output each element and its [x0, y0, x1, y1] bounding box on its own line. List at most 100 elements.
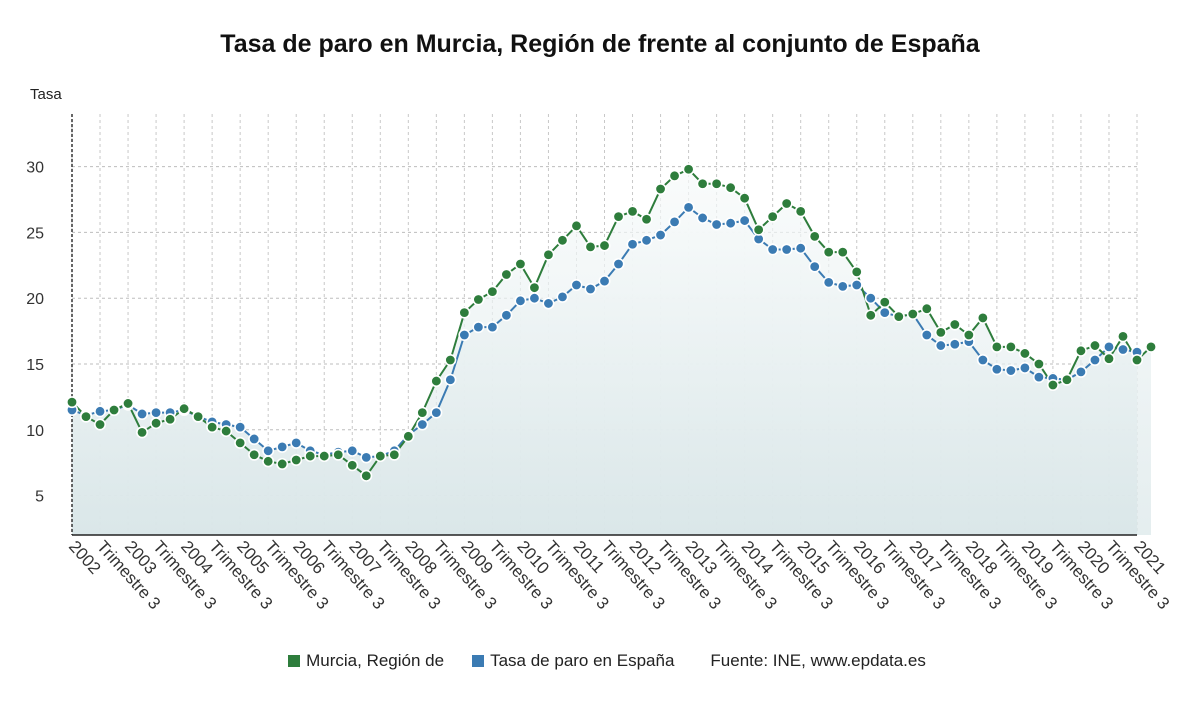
data-point-1 — [472, 321, 485, 334]
data-point-0 — [948, 318, 961, 331]
data-point-0 — [864, 309, 877, 322]
data-point-0 — [724, 181, 737, 194]
data-point-1 — [640, 234, 653, 247]
data-point-1 — [1032, 371, 1045, 384]
data-point-1 — [850, 279, 863, 292]
data-point-0 — [794, 205, 807, 218]
series-areas — [72, 169, 1151, 536]
data-point-1 — [542, 297, 555, 310]
axes — [71, 114, 1137, 536]
data-point-0 — [570, 219, 583, 232]
y-tick-label: 15 — [26, 357, 44, 374]
data-point-0 — [1032, 357, 1045, 370]
data-point-0 — [1046, 379, 1059, 392]
data-point-0 — [276, 457, 289, 470]
data-point-0 — [780, 197, 793, 210]
data-point-0 — [990, 340, 1003, 353]
data-point-0 — [598, 239, 611, 252]
data-point-1 — [262, 444, 275, 457]
data-point-0 — [1131, 354, 1144, 367]
data-point-0 — [668, 169, 681, 182]
data-point-0 — [486, 285, 499, 298]
data-point-0 — [626, 205, 639, 218]
data-point-1 — [836, 280, 849, 293]
data-point-1 — [458, 329, 471, 342]
data-point-0 — [542, 248, 555, 261]
source-note: Fuente: INE, www.epdata.es — [710, 651, 926, 670]
data-point-1 — [136, 407, 149, 420]
data-point-1 — [598, 275, 611, 288]
data-point-0 — [150, 417, 163, 430]
data-point-1 — [1116, 343, 1129, 356]
data-point-1 — [514, 294, 527, 307]
data-point-1 — [234, 421, 247, 434]
y-tick-label: 30 — [26, 160, 44, 177]
data-point-0 — [892, 310, 905, 323]
data-point-1 — [822, 276, 835, 289]
data-point-1 — [486, 321, 499, 334]
legend-item-espana[interactable]: Tasa de paro en España — [472, 651, 674, 671]
data-point-1 — [1004, 364, 1017, 377]
data-points — [66, 163, 1158, 482]
data-point-0 — [654, 182, 667, 195]
legend-swatch-espana — [472, 655, 485, 667]
data-point-1 — [584, 282, 597, 295]
data-point-0 — [94, 418, 107, 431]
y-tick-label: 10 — [26, 423, 44, 440]
data-point-1 — [738, 214, 751, 227]
data-point-0 — [360, 469, 373, 482]
data-point-1 — [528, 292, 541, 305]
data-point-0 — [500, 268, 513, 281]
data-point-0 — [640, 213, 653, 226]
data-point-0 — [122, 397, 135, 410]
data-point-0 — [444, 354, 457, 367]
data-point-0 — [66, 396, 79, 409]
legend-item-murcia[interactable]: Murcia, Región de — [288, 651, 444, 671]
data-point-1 — [780, 243, 793, 256]
legend-label-espana: Tasa de paro en España — [490, 651, 675, 670]
data-point-1 — [94, 405, 107, 418]
data-point-1 — [948, 338, 961, 351]
data-point-1 — [570, 279, 583, 292]
data-point-0 — [696, 177, 709, 190]
data-point-0 — [1088, 339, 1101, 352]
legend-label-murcia: Murcia, Región de — [306, 651, 445, 670]
data-point-0 — [402, 430, 415, 443]
data-point-0 — [752, 223, 765, 236]
data-point-1 — [934, 339, 947, 352]
data-point-1 — [654, 229, 667, 242]
data-point-0 — [318, 450, 331, 463]
data-point-0 — [612, 210, 625, 223]
data-point-0 — [1116, 330, 1129, 343]
data-point-0 — [332, 448, 345, 461]
data-point-1 — [710, 218, 723, 231]
data-point-0 — [878, 296, 891, 309]
data-point-0 — [1060, 373, 1073, 386]
data-point-0 — [556, 234, 569, 247]
data-point-1 — [990, 363, 1003, 376]
data-point-0 — [1102, 352, 1115, 365]
legend: Murcia, Región de Tasa de paro en España… — [0, 651, 1200, 671]
data-point-0 — [808, 230, 821, 243]
data-point-0 — [290, 454, 303, 467]
data-point-1 — [612, 257, 625, 270]
data-point-0 — [934, 326, 947, 339]
x-tick-label: 2002 — [65, 537, 104, 578]
data-point-1 — [346, 444, 359, 457]
data-point-0 — [234, 436, 247, 449]
data-point-0 — [514, 257, 527, 270]
y-tick-label: 5 — [35, 489, 44, 506]
data-point-1 — [724, 217, 737, 230]
data-point-0 — [346, 459, 359, 472]
data-point-0 — [164, 413, 177, 426]
data-point-0 — [1074, 344, 1087, 357]
data-point-1 — [668, 215, 681, 228]
data-point-1 — [696, 211, 709, 224]
data-point-1 — [1088, 354, 1101, 367]
data-point-1 — [766, 243, 779, 256]
data-point-1 — [626, 238, 639, 251]
data-point-0 — [962, 329, 975, 342]
data-point-0 — [178, 402, 191, 415]
data-point-1 — [1018, 361, 1031, 374]
